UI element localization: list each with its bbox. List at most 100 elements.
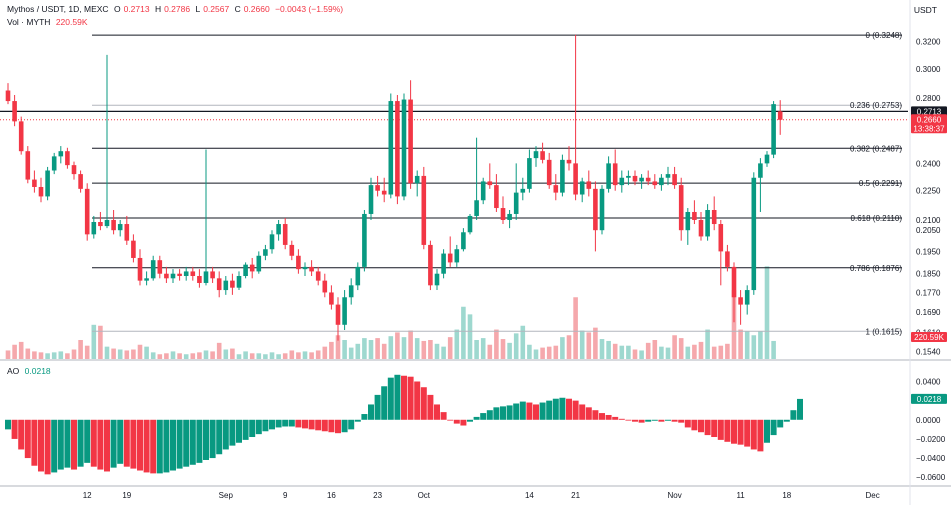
candle-body[interactable] xyxy=(619,177,625,186)
candle-body[interactable] xyxy=(586,181,592,189)
candle-body[interactable] xyxy=(560,159,565,193)
candle-body[interactable] xyxy=(758,163,763,178)
candle-body[interactable] xyxy=(117,224,123,231)
candle-body[interactable] xyxy=(98,222,103,227)
candle-body[interactable] xyxy=(216,278,222,291)
candle-body[interactable] xyxy=(210,271,215,279)
volume-label[interactable]: Vol · MYTH xyxy=(7,17,51,27)
candle-body[interactable] xyxy=(256,255,262,272)
candle-body[interactable] xyxy=(414,175,420,184)
candle-body[interactable] xyxy=(566,159,572,164)
candle-body[interactable] xyxy=(177,273,182,277)
candle-body[interactable] xyxy=(309,266,314,272)
candle-body[interactable] xyxy=(461,232,466,250)
candle-body[interactable] xyxy=(573,163,578,195)
candle-body[interactable] xyxy=(751,177,757,291)
candle-body[interactable] xyxy=(599,188,605,231)
candle-body[interactable] xyxy=(441,253,446,274)
candle-body[interactable] xyxy=(467,215,473,233)
candle-body[interactable] xyxy=(263,249,268,256)
candle-body[interactable] xyxy=(771,104,776,155)
candle-body[interactable] xyxy=(434,273,440,286)
candle-body[interactable] xyxy=(685,211,691,231)
candle-body[interactable] xyxy=(137,257,143,281)
candle-body[interactable] xyxy=(731,266,737,298)
candle-body[interactable] xyxy=(131,240,136,258)
candle-body[interactable] xyxy=(645,177,651,182)
candle-body[interactable] xyxy=(190,271,196,277)
candle-body[interactable] xyxy=(520,188,526,193)
candle-body[interactable] xyxy=(335,304,341,325)
candle-body[interactable] xyxy=(632,175,638,182)
candle-body[interactable] xyxy=(243,264,248,277)
candle-body[interactable] xyxy=(533,151,539,159)
candle-body[interactable] xyxy=(124,224,130,241)
candle-body[interactable] xyxy=(401,99,407,197)
candle-body[interactable] xyxy=(236,276,242,288)
candle-body[interactable] xyxy=(381,190,387,195)
candle-body[interactable] xyxy=(157,260,163,274)
candle-body[interactable] xyxy=(777,111,783,120)
candle-body[interactable] xyxy=(659,177,664,186)
candle-body[interactable] xyxy=(32,179,37,187)
candle-body[interactable] xyxy=(84,188,90,235)
candle-body[interactable] xyxy=(513,192,519,214)
candle-body[interactable] xyxy=(322,280,328,293)
candle-body[interactable] xyxy=(480,181,486,201)
candle-body[interactable] xyxy=(111,219,116,231)
candle-body[interactable] xyxy=(315,271,321,281)
candle-body[interactable] xyxy=(164,273,169,279)
candle-body[interactable] xyxy=(170,273,176,279)
candle-body[interactable] xyxy=(388,101,394,195)
candle-body[interactable] xyxy=(302,266,308,270)
candle-body[interactable] xyxy=(672,174,677,186)
candle-body[interactable] xyxy=(45,170,50,197)
candle-body[interactable] xyxy=(639,177,644,182)
candle-body[interactable] xyxy=(626,175,631,178)
candle-body[interactable] xyxy=(606,163,611,189)
candle-body[interactable] xyxy=(276,224,281,235)
candle-body[interactable] xyxy=(183,271,189,277)
candle-body[interactable] xyxy=(78,174,83,189)
candle-body[interactable] xyxy=(428,244,433,286)
candle-body[interactable] xyxy=(474,200,479,216)
candle-body[interactable] xyxy=(705,210,710,237)
candle-body[interactable] xyxy=(447,253,453,263)
candle-body[interactable] xyxy=(197,276,202,283)
candle-body[interactable] xyxy=(150,260,156,279)
candle-body[interactable] xyxy=(744,290,750,305)
candle-body[interactable] xyxy=(65,151,70,166)
candle-body[interactable] xyxy=(593,188,598,231)
candle-body[interactable] xyxy=(494,185,499,209)
candle-body[interactable] xyxy=(579,181,585,195)
candle-body[interactable] xyxy=(500,208,506,220)
candle-body[interactable] xyxy=(144,278,149,281)
candle-body[interactable] xyxy=(12,101,17,122)
candle-body[interactable] xyxy=(203,271,209,283)
candle-body[interactable] xyxy=(507,213,512,220)
candle-body[interactable] xyxy=(223,280,229,291)
candle-body[interactable] xyxy=(553,185,559,193)
candle-body[interactable] xyxy=(18,121,24,152)
candle-body[interactable] xyxy=(421,175,427,245)
candle-body[interactable] xyxy=(652,181,658,186)
candle-body[interactable] xyxy=(296,255,301,270)
candle-body[interactable] xyxy=(540,151,545,160)
candle-body[interactable] xyxy=(269,234,275,250)
candle-body[interactable] xyxy=(362,213,367,267)
candle-body[interactable] xyxy=(249,264,255,272)
candle-body[interactable] xyxy=(51,156,57,171)
symbol-label[interactable]: Mythos / USDT, 1D, MEXC xyxy=(7,4,109,14)
candle-body[interactable] xyxy=(71,165,77,175)
candle-body[interactable] xyxy=(5,90,11,102)
candle-body[interactable] xyxy=(348,285,354,298)
candle-body[interactable] xyxy=(25,151,31,180)
candle-body[interactable] xyxy=(725,251,730,267)
candle-body[interactable] xyxy=(375,185,380,191)
candle-body[interactable] xyxy=(454,249,460,263)
candle-body[interactable] xyxy=(487,181,493,186)
candle-body[interactable] xyxy=(368,185,374,214)
candle-body[interactable] xyxy=(282,224,288,245)
candle-body[interactable] xyxy=(342,297,347,325)
candle-body[interactable] xyxy=(329,292,334,305)
